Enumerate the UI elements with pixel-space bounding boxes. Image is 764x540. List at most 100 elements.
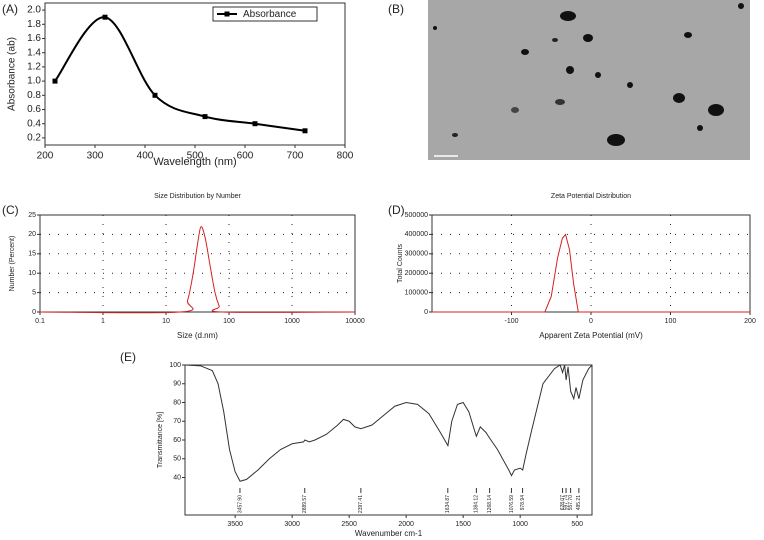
tem-image (428, 0, 750, 160)
y-tick-label: 300000 (405, 251, 428, 258)
chart-title: Zeta Potential Distribution (551, 193, 631, 200)
x-tick-label: 500 (187, 151, 204, 162)
particle (673, 93, 685, 103)
x-tick-label: 100 (665, 318, 677, 325)
x-tick-label: 600 (237, 151, 254, 162)
data-point (52, 78, 58, 84)
data-point (102, 14, 108, 20)
panel-label: (D) (388, 203, 405, 217)
y-tick-label: 1.4 (27, 47, 41, 58)
data-point (152, 92, 158, 98)
y-tick-label: 400000 (405, 231, 428, 238)
y-tick-label: 5 (32, 289, 36, 296)
y-tick-label: 500000 (405, 212, 428, 219)
legend-label: Absorbance (243, 9, 297, 20)
y-tick-label: 0.8 (27, 90, 41, 101)
y-tick-label: 50 (173, 456, 181, 463)
y-tick-label: 20 (28, 231, 36, 238)
x-tick-label: 200 (37, 151, 54, 162)
x-tick-label: 10000 (345, 318, 365, 325)
x-tick-label: 3500 (227, 521, 243, 528)
particle (607, 134, 625, 146)
peak-label: 3457.90 (237, 495, 243, 513)
particle (560, 11, 576, 21)
x-tick-label: 2500 (341, 521, 357, 528)
particle (697, 125, 703, 131)
x-tick-label: 400 (137, 151, 154, 162)
particle (684, 32, 692, 38)
y-tick-label: 25 (28, 212, 36, 219)
x-tick-label: 1500 (455, 521, 471, 528)
x-tick-label: 700 (287, 151, 304, 162)
y-tick-label: 2.0 (27, 5, 41, 16)
x-tick-label: 300 (87, 151, 104, 162)
x-tick-label: 1 (101, 318, 105, 325)
particle (627, 82, 633, 88)
x-tick-label: -100 (504, 318, 518, 325)
particle (433, 26, 437, 30)
y-axis-label: Absorbance (ab) (7, 37, 18, 111)
peak-label: 2397.41 (358, 495, 364, 513)
plot-frame (39, 214, 356, 313)
particle (511, 107, 519, 113)
data-line (184, 364, 593, 482)
particle (566, 66, 574, 74)
panel-label: (B) (388, 2, 404, 16)
x-tick-label: 2000 (398, 521, 414, 528)
peak-label: 978.94 (520, 495, 526, 511)
particle (452, 133, 458, 137)
y-tick-label: 0.4 (27, 118, 41, 129)
y-tick-label: 100 (169, 362, 181, 369)
tem-haze (428, 0, 750, 160)
peak-label: 1634.87 (445, 495, 451, 513)
y-tick-label: 1.0 (27, 76, 41, 87)
legend-box (212, 6, 318, 22)
particle (595, 72, 601, 78)
y-tick-label: 0.6 (27, 104, 41, 115)
y-tick-label: 60 (173, 437, 181, 444)
panel-label: (A) (2, 2, 18, 16)
peak-label: 1268.14 (487, 495, 493, 513)
y-tick-label: 10 (28, 270, 36, 277)
y-tick-label: 70 (173, 418, 181, 425)
y-tick-label: 15 (28, 251, 36, 258)
y-tick-label: 1.2 (27, 62, 41, 73)
y-tick-label: 0 (424, 309, 428, 316)
x-tick-label: 800 (337, 151, 354, 162)
peak-label: 485.21 (576, 495, 582, 511)
y-tick-label: 40 (173, 474, 181, 481)
peak-label: 628.07 (560, 495, 566, 511)
peak-label: 1384.12 (474, 495, 480, 513)
particle (552, 38, 558, 42)
y-tick-label: 0 (32, 309, 36, 316)
peak-label: 557.70 (568, 495, 574, 511)
y-axis-label: Transmittance [%] (157, 412, 164, 468)
x-axis-label: Wavelength (nm) (153, 156, 236, 168)
particle (583, 34, 593, 42)
y-tick-label: 0.2 (27, 133, 41, 144)
data-point (252, 121, 258, 127)
chart-title: Size Distribution by Number (154, 193, 241, 200)
peak-label: 2889.57 (302, 495, 308, 513)
x-tick-label: 10 (162, 318, 170, 325)
data-line (432, 233, 750, 313)
particle (738, 3, 744, 9)
x-tick-label: 0.1 (35, 318, 45, 325)
x-tick-label: 100 (223, 318, 235, 325)
x-tick-label: 500 (571, 521, 583, 528)
data-point (202, 114, 208, 120)
legend-marker (224, 11, 230, 17)
peak-label: 597.74 (563, 495, 569, 511)
x-tick-label: 1000 (284, 318, 300, 325)
y-tick-label: 100000 (405, 289, 428, 296)
x-axis-label: Wavenumber cm-1 (355, 529, 423, 538)
peak-label: 1076.59 (509, 495, 515, 513)
y-tick-label: 1.8 (27, 19, 41, 30)
x-tick-label: 3000 (284, 521, 300, 528)
y-tick-label: 1.6 (27, 33, 41, 44)
data-point (302, 128, 308, 134)
particle (521, 49, 529, 55)
y-axis-label: Number (Percent) (9, 236, 16, 292)
particle (708, 104, 724, 116)
